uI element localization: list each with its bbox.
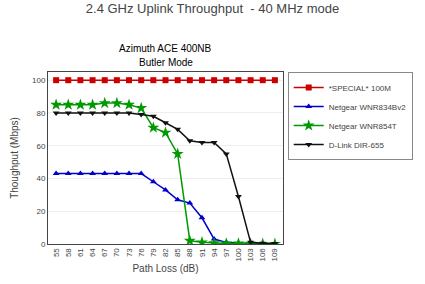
svg-text:97: 97 [222, 248, 231, 257]
svg-text:60: 60 [36, 142, 45, 151]
svg-text:61: 61 [76, 248, 85, 257]
svg-text:106: 106 [258, 248, 267, 262]
svg-text:0: 0 [41, 240, 46, 249]
svg-text:Azimuth ACE 400NB: Azimuth ACE 400NB [119, 43, 212, 54]
svg-text:76: 76 [137, 248, 146, 257]
svg-text:79: 79 [149, 248, 158, 257]
svg-text:58: 58 [64, 248, 73, 257]
svg-text:100: 100 [32, 76, 46, 85]
svg-text:2.4 GHz Uplink Throughput - 4: 2.4 GHz Uplink Throughput - 40 MHz mode [86, 1, 339, 16]
svg-text:80: 80 [36, 109, 45, 118]
svg-text:Thoughput (Mbps): Thoughput (Mbps) [9, 117, 20, 199]
svg-text:67: 67 [100, 248, 109, 257]
svg-text:D-Link DIR-655: D-Link DIR-655 [329, 141, 385, 150]
svg-text:100: 100 [234, 248, 243, 262]
svg-text:73: 73 [125, 248, 134, 257]
svg-text:Netgear WNR854T: Netgear WNR854T [329, 122, 397, 131]
svg-text:*SPECIAL* 100M: *SPECIAL* 100M [329, 84, 392, 93]
svg-text:94: 94 [210, 248, 219, 257]
svg-text:Path Loss (dB): Path Loss (dB) [132, 263, 198, 274]
svg-text:40: 40 [36, 174, 45, 183]
svg-text:Butler Mode: Butler Mode [139, 57, 193, 68]
svg-text:109: 109 [271, 248, 280, 262]
svg-text:20: 20 [36, 207, 45, 216]
svg-text:82: 82 [161, 248, 170, 257]
svg-text:88: 88 [185, 248, 194, 257]
svg-text:55: 55 [52, 248, 61, 257]
svg-text:Netgear WNR834Bv2: Netgear WNR834Bv2 [329, 103, 406, 112]
svg-text:70: 70 [112, 248, 121, 257]
svg-text:64: 64 [88, 248, 97, 257]
svg-text:103: 103 [246, 248, 255, 262]
svg-text:85: 85 [173, 248, 182, 257]
svg-text:91: 91 [198, 248, 207, 257]
